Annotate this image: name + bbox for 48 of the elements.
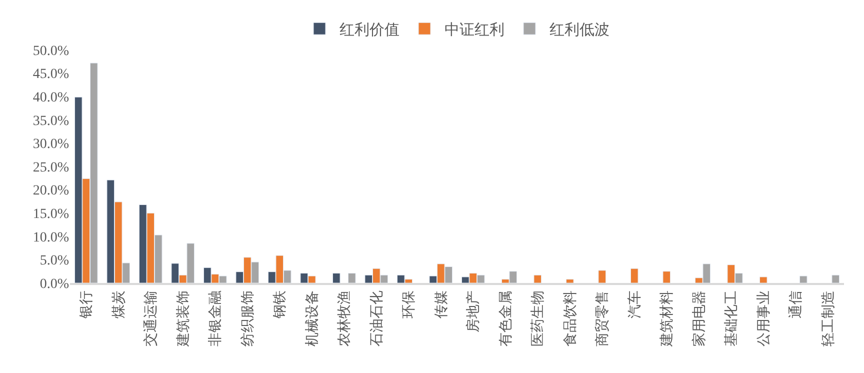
x-tick-label: 房地产	[466, 290, 482, 333]
bar	[534, 274, 542, 283]
x-tick-label: 煤炭	[110, 290, 127, 319]
bar	[832, 274, 840, 283]
x-tick-label: 传媒	[433, 290, 450, 319]
x-tick-label: 交通运输	[143, 290, 160, 347]
x-tick-label: 公用事业	[756, 290, 772, 347]
y-tick-label: 50.0%	[32, 44, 70, 59]
x-tick-label: 机械设备	[304, 290, 320, 347]
x-tick-label: 环保	[401, 290, 418, 319]
bar	[759, 276, 768, 283]
x-tick-label: 钢铁	[272, 290, 288, 320]
bar	[566, 279, 574, 283]
x-tick-label: 建筑装饰	[175, 290, 192, 348]
x-tick-label: 家用电器	[691, 290, 708, 347]
y-tick-label: 25.0%	[32, 160, 70, 176]
y-tick-label: 30.0%	[32, 137, 70, 152]
x-tick-label: 汽车	[626, 290, 643, 319]
x-tick-label: 医药生物	[530, 290, 546, 347]
y-tick-label: 35.0%	[32, 114, 70, 129]
x-tick-label: 基础化工	[724, 290, 740, 347]
y-tick-label: 40.0%	[32, 90, 70, 106]
y-tick-label: 5.0%	[40, 254, 70, 269]
legend-label: 红利价值	[340, 21, 400, 38]
x-tick-label: 银行	[78, 290, 95, 320]
bar	[630, 268, 638, 283]
x-tick-label: 农林牧渔	[336, 290, 353, 347]
bar	[332, 272, 340, 283]
x-tick-label: 有色金属	[498, 290, 514, 347]
bar	[662, 271, 671, 283]
x-tick-label: 食品饮料	[562, 290, 578, 347]
legend-label: 中证红利	[444, 21, 504, 38]
y-tick-label: 0.0%	[40, 276, 70, 292]
bar	[598, 270, 606, 283]
legend-label: 红利低波	[550, 21, 610, 38]
x-tick-label: 通信	[788, 290, 804, 319]
y-tick-label: 45.0%	[32, 67, 70, 82]
x-tick-label: 建筑材料	[659, 290, 676, 348]
y-tick-label: 10.0%	[32, 230, 70, 246]
x-tick-label: 石油石化	[368, 290, 385, 347]
bar	[348, 272, 356, 283]
x-tick-label: 纺织服饰	[240, 290, 256, 347]
y-tick-label: 20.0%	[32, 184, 70, 199]
x-tick-label: 商贸零售	[594, 290, 611, 347]
x-tick-label: 轻工制造	[820, 290, 836, 347]
y-tick-label: 15.0%	[32, 207, 70, 222]
bar	[799, 276, 808, 283]
x-tick-label: 非银金融	[208, 290, 224, 347]
